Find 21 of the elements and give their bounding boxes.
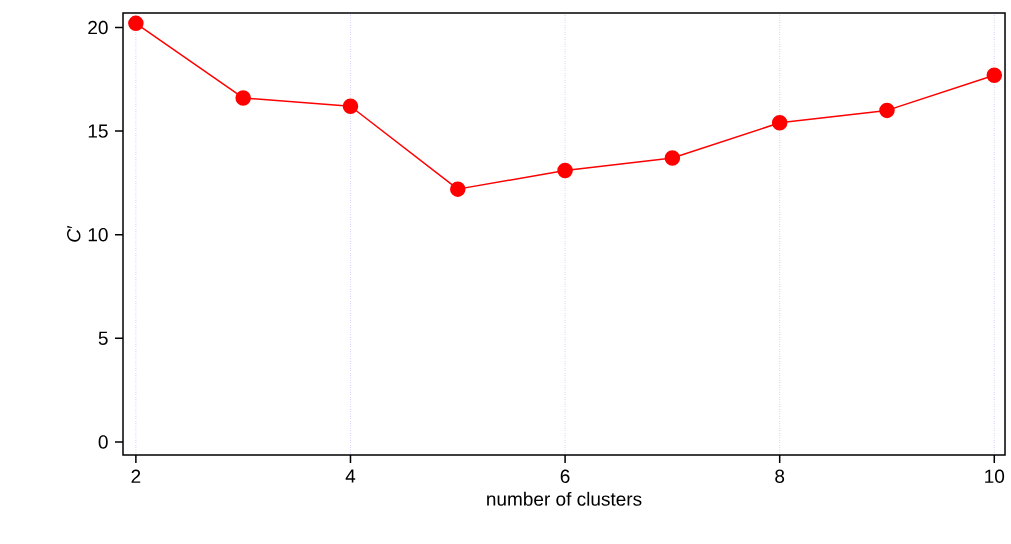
point	[664, 150, 681, 166]
x-tick-label: 6	[560, 469, 570, 483]
point	[557, 162, 573, 179]
x-tick-label: 10	[985, 469, 1005, 483]
y-tick-label: 5	[98, 331, 108, 345]
y-tick-label: 0	[98, 435, 108, 449]
point	[771, 115, 788, 131]
y-tick-label: 10	[88, 228, 108, 242]
y-tick-label: 15	[88, 124, 108, 138]
point	[235, 90, 251, 106]
x-tick-label: 4	[345, 469, 356, 483]
point	[986, 67, 1003, 83]
point	[128, 15, 144, 32]
x-tick-label: 2	[131, 469, 141, 483]
point	[342, 98, 359, 114]
y-tick-label: 20	[88, 20, 108, 35]
point	[879, 102, 895, 119]
x-axis-title: number of clusters	[487, 491, 642, 506]
x-tick-label: 8	[775, 469, 785, 483]
point	[450, 181, 466, 197]
y-axis-title: C′	[67, 225, 81, 242]
